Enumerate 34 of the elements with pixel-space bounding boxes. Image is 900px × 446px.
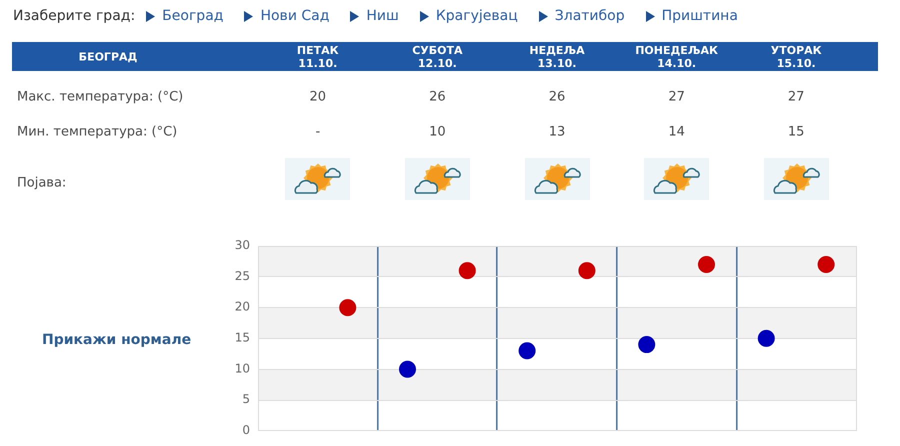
y-tick-label: 20 bbox=[234, 300, 250, 314]
y-tick-label: 5 bbox=[242, 392, 250, 406]
text: Крагујевац bbox=[436, 7, 518, 25]
text: ПЕТАК 11.10. bbox=[296, 44, 339, 70]
text: БЕОГРАД bbox=[78, 50, 138, 63]
y-tick-label: 10 bbox=[234, 361, 250, 376]
text: Београд bbox=[162, 7, 224, 25]
data-label: 27 bbox=[668, 90, 685, 104]
text: ПОНЕДЕЉАК 14.10. bbox=[635, 44, 718, 70]
y-tick-label: 25 bbox=[234, 268, 250, 283]
text: НЕДЕЉА 13.10. bbox=[529, 44, 585, 70]
data-label: 20 bbox=[310, 90, 326, 104]
text: Макс. температура: (°C) bbox=[17, 90, 184, 104]
text: Приштина bbox=[662, 7, 738, 25]
data-label: 27 bbox=[788, 90, 804, 104]
text: Мин. температура: (°C) bbox=[17, 124, 178, 140]
data-label: 14 bbox=[668, 124, 685, 140]
text: СУБОТА 12.10. bbox=[412, 44, 463, 70]
y-tick-label: 0 bbox=[242, 422, 250, 437]
text: Изаберите град: bbox=[13, 7, 136, 25]
text: Појава: bbox=[17, 176, 66, 190]
data-label: 26 bbox=[429, 90, 446, 104]
data-label: 26 bbox=[548, 90, 566, 104]
text: - bbox=[315, 124, 320, 140]
text: Златибор bbox=[554, 7, 625, 25]
data-label: 13 bbox=[548, 124, 566, 140]
y-tick-label: 30 bbox=[234, 238, 250, 252]
text: Нови Сад bbox=[260, 7, 330, 25]
data-label: 15 bbox=[788, 124, 804, 140]
data-label: 10 bbox=[429, 124, 446, 140]
text: Прикажи нормале bbox=[42, 332, 192, 348]
y-tick-label: 15 bbox=[234, 330, 250, 345]
text: УТОРАК 15.10. bbox=[770, 44, 822, 70]
text: Ниш bbox=[366, 7, 399, 25]
